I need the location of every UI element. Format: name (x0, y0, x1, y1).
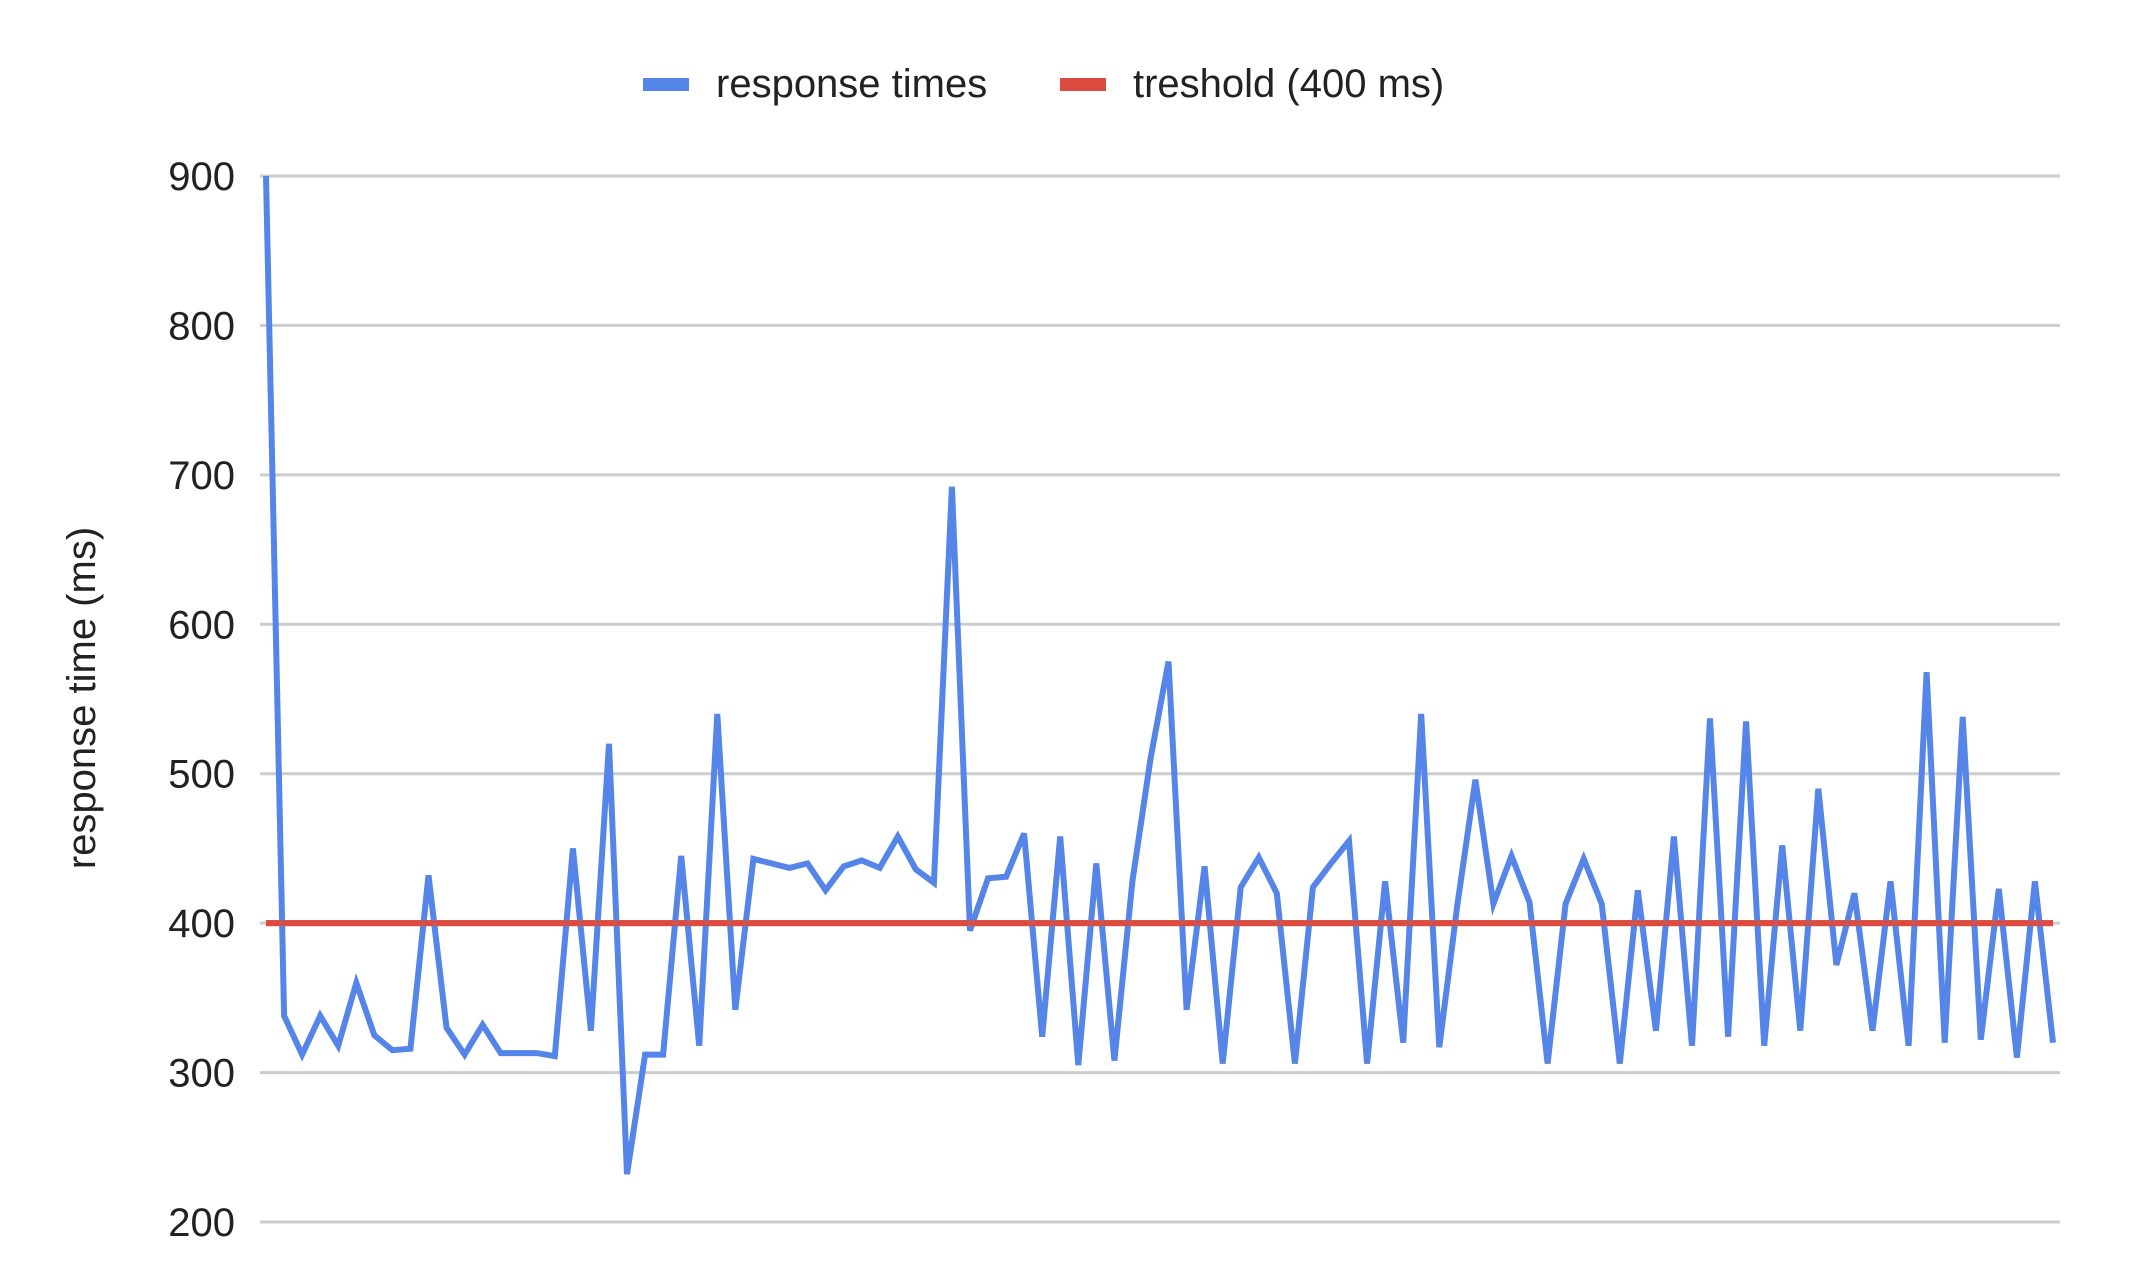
legend-swatch-response-times (643, 78, 689, 91)
series-layer (263, 175, 2056, 1175)
series-line-response-times (263, 175, 2056, 1175)
legend-label-response-times: response times (716, 62, 987, 106)
y-tick-label: 900 (168, 155, 235, 199)
y-tick-label: 300 (168, 1052, 235, 1096)
y-tick-label: 200 (168, 1201, 235, 1245)
y-axis-title: response time (ms) (60, 527, 104, 869)
y-tick-label: 400 (168, 902, 235, 946)
legend: response times treshold (400 ms) (643, 62, 1444, 106)
y-tick-label: 700 (168, 454, 235, 498)
y-tick-label: 800 (168, 304, 235, 348)
y-tick-label: 500 (168, 753, 235, 797)
y-tick-labels: 200 300 400 500 600 700 800 900 (168, 155, 235, 1245)
legend-label-threshold: treshold (400 ms) (1133, 62, 1444, 106)
y-tick-label: 600 (168, 603, 235, 647)
legend-swatch-threshold (1060, 78, 1106, 91)
